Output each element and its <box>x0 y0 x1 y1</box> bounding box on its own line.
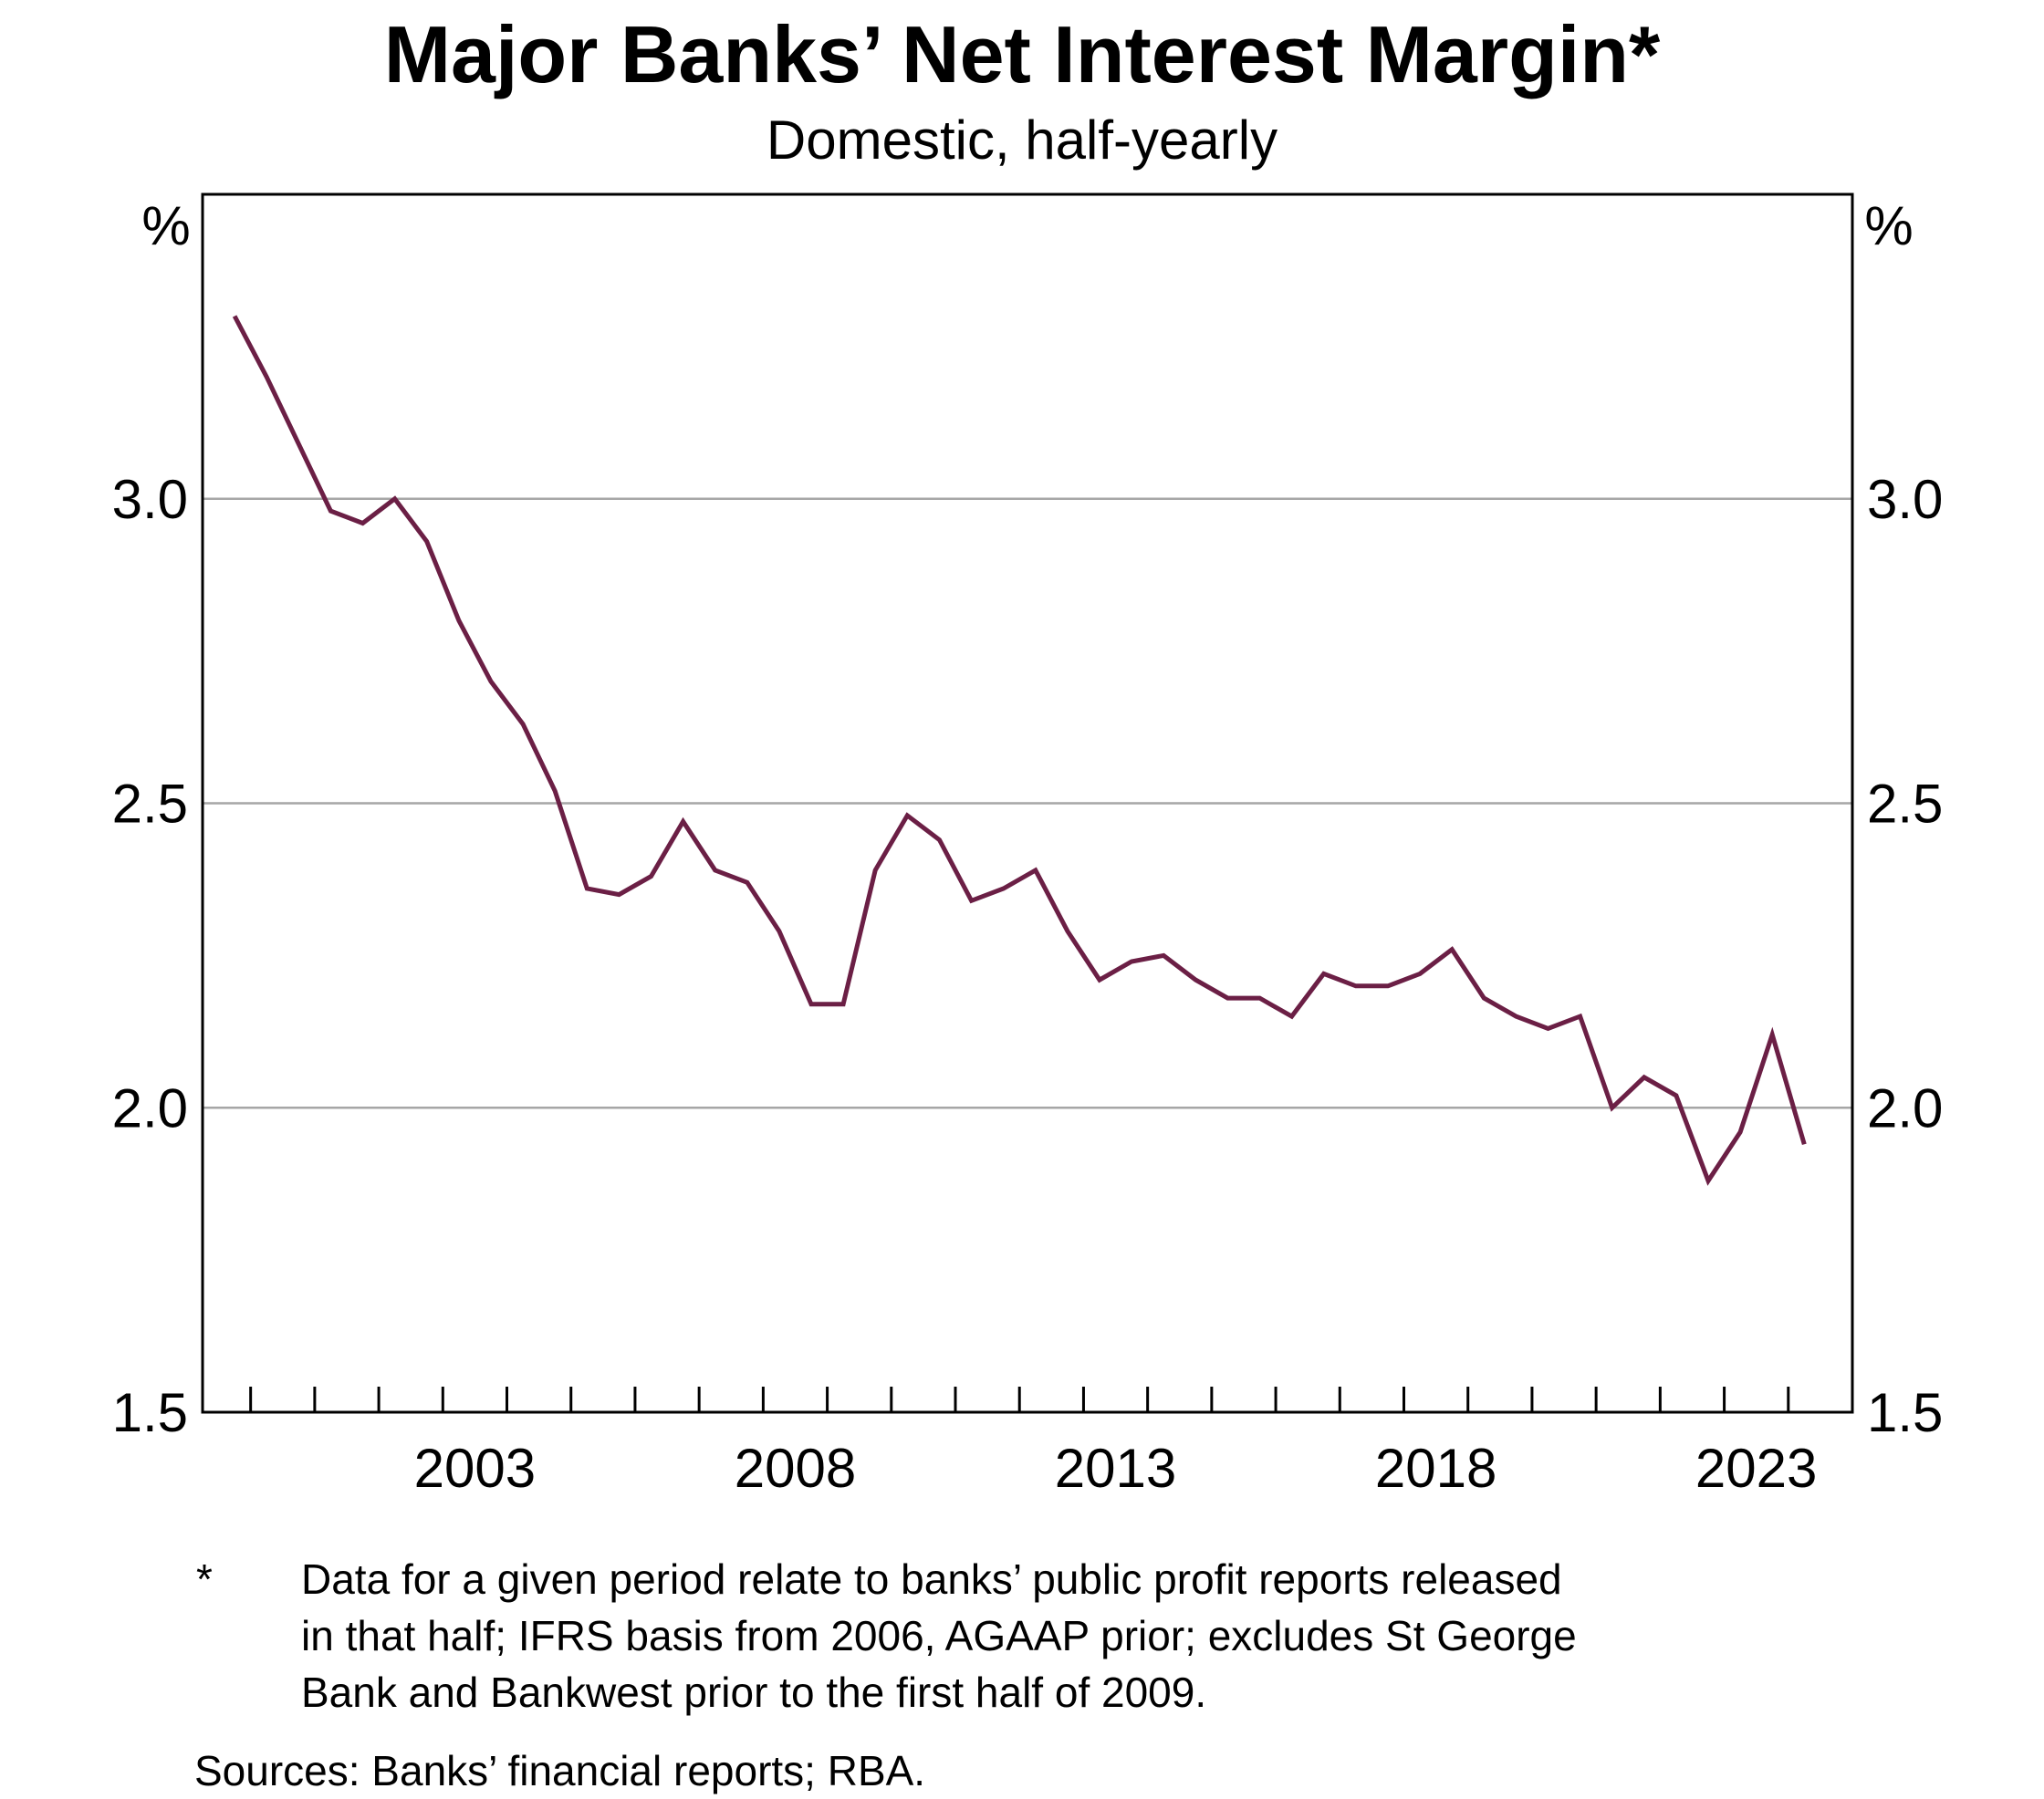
x-tick-label: 2003 <box>414 1438 536 1499</box>
sources-note: Sources: Banks’ financial reports; RBA. <box>194 1747 926 1794</box>
y-tick-label-left: 3.0 <box>112 469 188 530</box>
chart-title: Major Banks’ Net Interest Margin* <box>383 9 1661 99</box>
y-tick-label-right: 3.0 <box>1867 469 1943 530</box>
series-layer <box>232 315 1807 1186</box>
x-axis-ticks <box>249 1387 1790 1412</box>
y-unit-left: % <box>141 195 190 256</box>
footnote-line: Data for a given period relate to banks’… <box>301 1555 1562 1603</box>
x-tick-label: 2023 <box>1695 1438 1817 1499</box>
y-tick-label-left: 2.5 <box>112 774 188 835</box>
footnote-line: Bank and Bankwest prior to the first hal… <box>301 1669 1207 1716</box>
plot-frame <box>201 192 1854 1414</box>
y-tick-label-right: 2.0 <box>1867 1077 1943 1139</box>
y-tick-label-left: 2.0 <box>112 1077 188 1139</box>
y-axis-labels: 1.5 1.5 2.0 2.0 2.5 2.5 3.0 3.0 <box>112 469 1944 1443</box>
y-unit-right: % <box>1864 195 1913 256</box>
x-tick-label: 2018 <box>1375 1438 1496 1499</box>
chart-subtitle: Domestic, half-yearly <box>766 109 1278 171</box>
y-tick-label-left: 1.5 <box>112 1382 188 1443</box>
footnote-marker: * <box>196 1555 213 1603</box>
y-tick-label-right: 2.5 <box>1867 774 1943 835</box>
x-tick-label: 2008 <box>735 1438 856 1499</box>
footnote-line: in that half; IFRS basis from 2006, AGAA… <box>301 1612 1577 1659</box>
gridlines <box>203 497 1852 1109</box>
x-tick-label: 2013 <box>1055 1438 1176 1499</box>
footnote-text: Data for a given period relate to banks’… <box>301 1551 1577 1721</box>
series-line <box>232 315 1807 1186</box>
y-tick-label-right: 1.5 <box>1867 1382 1943 1443</box>
x-axis-labels: 2003 2008 2013 2018 2023 <box>414 1438 1818 1499</box>
